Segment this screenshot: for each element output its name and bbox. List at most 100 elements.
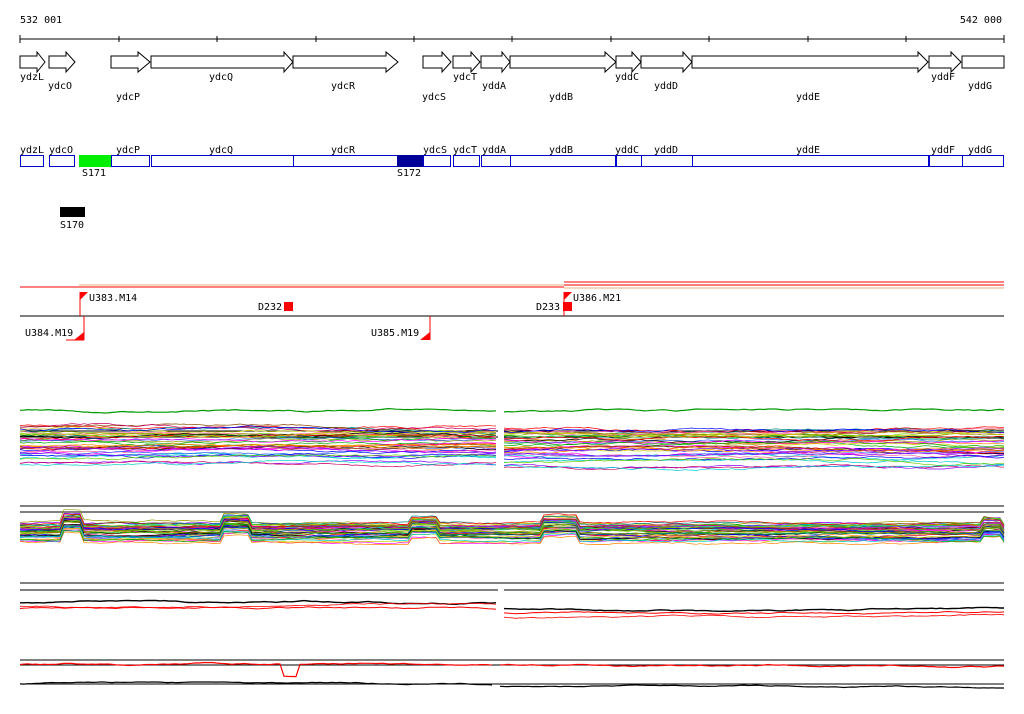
gene-label: yddG — [968, 81, 992, 92]
segment-label: S171 — [82, 168, 106, 179]
segment-s172-box[interactable] — [397, 155, 424, 167]
expression-profile-line — [19, 423, 497, 432]
downshift-marker[interactable] — [284, 302, 293, 311]
gene-label: yddF — [931, 72, 955, 83]
gene-box-label: yddD — [654, 145, 678, 156]
expression-profile-line — [19, 515, 1005, 530]
gene-box[interactable] — [481, 155, 511, 167]
expression-profile-line — [19, 432, 497, 439]
expression-profile-line — [19, 452, 497, 458]
expression-profile-line — [19, 513, 1005, 528]
expression-profile-line — [19, 529, 1005, 543]
gene-box[interactable] — [962, 155, 1004, 167]
feature-label: D232 — [258, 302, 282, 313]
gene-box[interactable] — [20, 155, 44, 167]
expression-profile-line — [503, 439, 1005, 444]
expression-profiles-panel-3 — [19, 582, 1005, 619]
gene-arrow-labels: ydzL ydcO ydcP ydcQ ydcR ydcS ydcT yddA … — [20, 72, 992, 103]
expression-profile-line — [19, 525, 1005, 538]
expression-profile-line — [503, 463, 1005, 470]
expression-profile-line — [19, 514, 1005, 529]
gene-arrow-yddA[interactable] — [480, 50, 511, 74]
ruler-ticks — [19, 35, 1005, 43]
upshift-marker[interactable] — [564, 292, 572, 300]
gene-arrow-ydcP[interactable] — [110, 50, 151, 74]
start-coordinate: 532 001 — [20, 15, 62, 26]
expression-profile-line — [503, 408, 1005, 413]
feature-label: U386.M21 — [573, 293, 621, 304]
gene-box[interactable] — [423, 155, 451, 167]
gene-box[interactable] — [49, 155, 75, 167]
gene-arrow-ydzL[interactable] — [19, 50, 46, 74]
gene-box[interactable] — [641, 155, 693, 167]
gene-arrow-ydcQ[interactable] — [150, 50, 294, 74]
expression-profiles-panel-4 — [19, 659, 1005, 689]
gene-box-label: ydcQ — [209, 145, 233, 156]
gene-box[interactable] — [616, 155, 642, 167]
gene-arrow-yddF[interactable] — [928, 50, 962, 74]
expression-profile-line — [19, 681, 493, 686]
gene-arrow-ydcO[interactable] — [48, 50, 76, 74]
expression-profile-line — [499, 663, 1005, 669]
expression-profile-line — [19, 603, 497, 609]
gene-box-labels: ydzL ydcO ydcP ydcQ ydcR ydcS ydcT yddA … — [20, 145, 992, 156]
end-coordinate: 542 000 — [960, 15, 1002, 26]
gene-arrow-track — [19, 50, 1005, 74]
expression-profile-line — [19, 431, 496, 438]
expression-profiles-panel-1 — [19, 407, 1005, 471]
segment-s170-box[interactable] — [60, 207, 85, 217]
segment-s171-box[interactable] — [79, 155, 111, 167]
upshift-marker[interactable] — [74, 332, 84, 340]
gene-arrow-yddB[interactable] — [509, 50, 617, 74]
gene-arrow-yddG[interactable] — [961, 55, 1005, 69]
gene-arrow-yddC[interactable] — [615, 50, 642, 74]
gene-box-track — [20, 155, 1004, 167]
expression-profile-line — [19, 460, 497, 468]
expression-profile-line — [499, 684, 1004, 689]
expression-profile-line — [503, 426, 1005, 433]
gene-box[interactable] — [510, 155, 616, 167]
gene-label: yddD — [654, 81, 678, 92]
expression-profile-line — [19, 527, 1005, 544]
coordinate-ruler: 532 001 542 000 — [19, 15, 1005, 43]
gene-arrow-yddE[interactable] — [691, 50, 929, 74]
gene-label: yddC — [615, 72, 639, 83]
expression-profile-line — [19, 437, 496, 445]
expression-profile-line — [19, 518, 1005, 534]
gene-label: yddA — [482, 81, 506, 92]
gene-label: yddE — [796, 92, 820, 103]
upshift-marker[interactable] — [80, 292, 88, 300]
expression-profile-line — [503, 440, 1005, 447]
upshift-marker[interactable] — [420, 332, 430, 340]
expression-profile-line — [19, 427, 497, 433]
gene-arrow-ydcT[interactable] — [452, 50, 481, 74]
feature-label: D233 — [536, 302, 560, 313]
gene-box[interactable] — [151, 155, 294, 167]
gene-box[interactable] — [692, 155, 929, 167]
expression-profile-line — [19, 437, 497, 443]
gene-label: ydcR — [331, 81, 356, 92]
gene-box-label: ydcT — [453, 145, 477, 156]
expression-profile-line — [19, 443, 497, 451]
expression-profile-line — [20, 518, 1005, 534]
gene-box[interactable] — [293, 155, 398, 167]
expression-profile-line — [19, 407, 497, 414]
gene-label: ydcP — [116, 92, 140, 103]
gene-arrow-ydcR[interactable] — [292, 50, 399, 74]
expression-profile-line — [503, 447, 1005, 454]
gene-box[interactable] — [929, 155, 963, 167]
expression-profile-line — [19, 527, 1005, 541]
expression-profile-line — [503, 435, 1005, 442]
gene-box-label: yddF — [931, 145, 955, 156]
gene-box[interactable] — [111, 155, 150, 167]
expression-profile-line — [19, 606, 497, 610]
gene-arrow-ydcS[interactable] — [422, 50, 452, 74]
gene-box-label: yddC — [615, 145, 639, 156]
expression-profile-line — [503, 614, 1005, 619]
gene-box-label: yddE — [796, 145, 820, 156]
expression-profile-line — [503, 610, 1005, 615]
gene-box[interactable] — [453, 155, 480, 167]
gene-arrow-yddD[interactable] — [640, 50, 693, 74]
downshift-marker[interactable] — [563, 302, 572, 311]
